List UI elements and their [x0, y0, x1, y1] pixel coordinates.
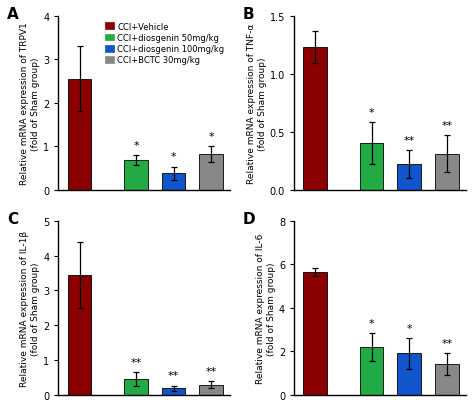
Text: B: B	[243, 7, 254, 21]
Text: *: *	[133, 140, 139, 151]
Bar	[398, 165, 421, 190]
Text: *: *	[406, 323, 412, 333]
Text: **: **	[168, 371, 179, 380]
Bar	[360, 347, 383, 395]
Bar	[162, 174, 185, 190]
Y-axis label: Relative mRNA expression of TRPV1
(fold of Sham group): Relative mRNA expression of TRPV1 (fold …	[20, 22, 40, 185]
Bar	[200, 385, 223, 395]
Bar	[162, 389, 185, 395]
Text: **: **	[441, 121, 453, 131]
Text: **: **	[206, 366, 217, 376]
Bar	[360, 144, 383, 190]
Text: *: *	[171, 152, 176, 162]
Bar	[68, 80, 91, 190]
Bar	[68, 275, 91, 395]
Bar	[435, 364, 459, 395]
Bar	[124, 161, 148, 190]
Y-axis label: Relative mRNA expression of IL-6
(fold of Sham group): Relative mRNA expression of IL-6 (fold o…	[256, 233, 276, 383]
Text: **: **	[404, 136, 415, 146]
Text: *: *	[369, 108, 374, 118]
Text: A: A	[7, 7, 18, 21]
Text: *: *	[369, 318, 374, 328]
Y-axis label: Relative mRNA expression of TNF-α
(fold of Sham group): Relative mRNA expression of TNF-α (fold …	[247, 24, 267, 184]
Legend: CCI+Vehicle, CCI+diosgenin 50mg/kg, CCI+diosgenin 100mg/kg, CCI+BCTC 30mg/kg: CCI+Vehicle, CCI+diosgenin 50mg/kg, CCI+…	[104, 21, 226, 67]
Text: **: **	[130, 357, 142, 366]
Bar	[124, 379, 148, 395]
Text: *: *	[209, 132, 214, 142]
Text: D: D	[243, 211, 255, 226]
Y-axis label: Relative mRNA expression of IL-1β
(fold of Sham group): Relative mRNA expression of IL-1β (fold …	[20, 230, 40, 386]
Bar	[303, 272, 327, 395]
Bar	[200, 155, 223, 190]
Bar	[303, 48, 327, 190]
Bar	[435, 154, 459, 190]
Text: C: C	[7, 211, 18, 226]
Text: **: **	[441, 338, 453, 348]
Bar	[398, 353, 421, 395]
